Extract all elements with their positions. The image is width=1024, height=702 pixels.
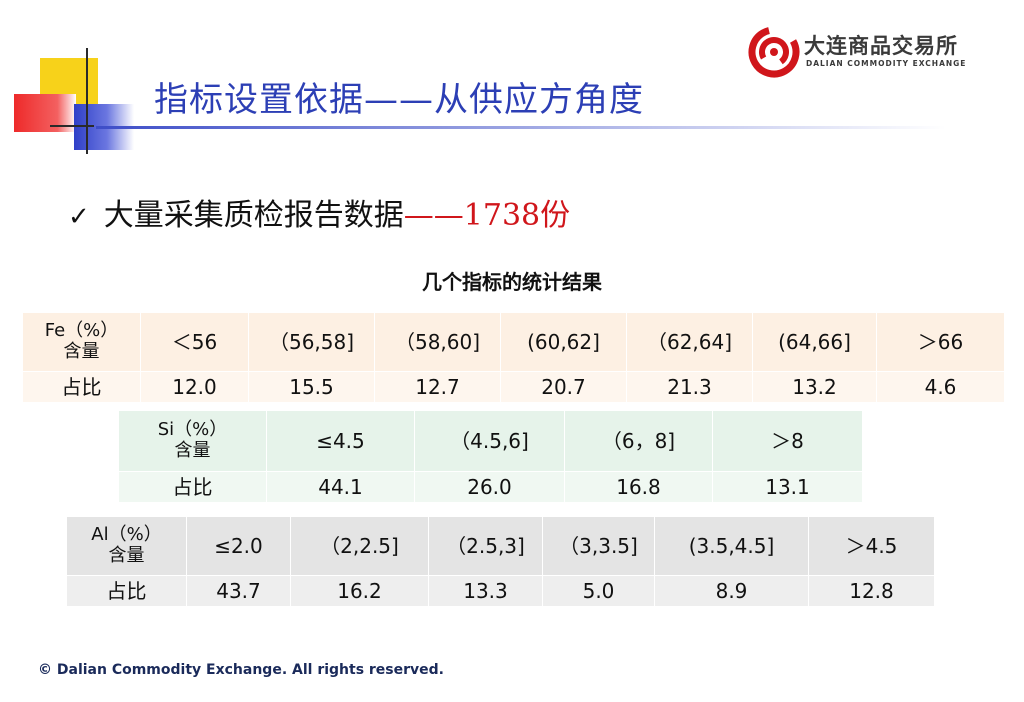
fe-value-cell: 15.5 — [248, 371, 375, 403]
table-row: Si（%） 含量 ≤4.5 （4.5,6] （6，8] ＞8 — [118, 410, 863, 472]
al-range-cell: （3,3.5] — [542, 516, 655, 576]
fe-range-cell: （58,60] — [374, 312, 501, 372]
al-value-cell: 13.3 — [428, 575, 543, 607]
si-value-cell: 44.1 — [266, 471, 415, 503]
fe-header-label: Fe（%） 含量 — [22, 312, 141, 372]
al-range-cell: ≤2.0 — [186, 516, 291, 576]
bullet-highlight: ——1738份 — [403, 198, 571, 233]
al-value-cell: 5.0 — [542, 575, 655, 607]
si-row-label: 占比 — [118, 471, 267, 503]
fe-range-cell: ＜56 — [140, 312, 249, 372]
al-row-label: 占比 — [66, 575, 187, 607]
title-underline — [96, 126, 946, 129]
si-value-cell: 16.8 — [564, 471, 713, 503]
al-range-cell: (3.5,4.5] — [654, 516, 809, 576]
si-range-cell: （4.5,6] — [414, 410, 565, 472]
dce-logo: 大连商品交易所 DALIAN COMMODITY EXCHANGE — [748, 26, 978, 78]
al-header-label: Al（%） 含量 — [66, 516, 187, 576]
fe-range-cell: (64,66] — [752, 312, 877, 372]
fe-range-cell: (60,62] — [500, 312, 627, 372]
si-value-cell: 26.0 — [414, 471, 565, 503]
si-range-cell: （6，8] — [564, 410, 713, 472]
fe-range-cell: ＞66 — [876, 312, 1005, 372]
al-header-label-top: Al（%） — [91, 524, 162, 546]
si-header-label: Si（%） 含量 — [118, 410, 267, 472]
table-caption: 几个指标的统计结果 — [422, 270, 602, 294]
fe-value-cell: 12.0 — [140, 371, 249, 403]
si-value-cell: 13.1 — [712, 471, 863, 503]
table-row: 占比 12.0 15.5 12.7 20.7 21.3 13.2 4.6 — [22, 371, 1005, 403]
fe-value-cell: 12.7 — [374, 371, 501, 403]
al-value-cell: 8.9 — [654, 575, 809, 607]
al-header-label-bottom: 含量 — [108, 545, 145, 566]
si-header-label-top: Si（%） — [157, 419, 228, 441]
table-row: Fe（%） 含量 ＜56 （56,58] （58,60] (60,62] （62… — [22, 312, 1005, 372]
fe-value-cell: 13.2 — [752, 371, 877, 403]
decor-horizontal-line — [50, 125, 94, 127]
si-range-cell: ≤4.5 — [266, 410, 415, 472]
al-range-cell: （2.5,3] — [428, 516, 543, 576]
fe-value-cell: 21.3 — [626, 371, 753, 403]
fe-range-cell: （56,58] — [248, 312, 375, 372]
logo-name-en: DALIAN COMMODITY EXCHANGE — [806, 59, 967, 68]
table-row: 占比 43.7 16.2 13.3 5.0 8.9 12.8 — [66, 575, 935, 607]
copyright-footer: © Dalian Commodity Exchange. All rights … — [38, 662, 444, 678]
al-value-cell: 43.7 — [186, 575, 291, 607]
al-table: Al（%） 含量 ≤2.0 （2,2.5] （2.5,3] （3,3.5] (3… — [66, 516, 935, 607]
table-row: Al（%） 含量 ≤2.0 （2,2.5] （2.5,3] （3,3.5] (3… — [66, 516, 935, 576]
fe-value-cell: 4.6 — [876, 371, 1005, 403]
si-range-cell: ＞8 — [712, 410, 863, 472]
table-row: 占比 44.1 26.0 16.8 13.1 — [118, 471, 863, 503]
al-range-cell: ＞4.5 — [808, 516, 935, 576]
decor-vertical-line — [86, 48, 88, 154]
check-icon: ✓ — [68, 202, 90, 232]
fe-row-label: 占比 — [22, 371, 141, 403]
bullet-point: ✓ 大量采集质检报告数据——1738份 — [68, 190, 570, 234]
al-value-cell: 16.2 — [290, 575, 429, 607]
slide-title: 指标设置依据——从供应方角度 — [154, 80, 644, 120]
si-header-label-bottom: 含量 — [174, 440, 211, 461]
dce-logo-icon — [748, 26, 800, 78]
fe-table: Fe（%） 含量 ＜56 （56,58] （58,60] (60,62] （62… — [22, 312, 1005, 403]
al-value-cell: 12.8 — [808, 575, 935, 607]
si-table: Si（%） 含量 ≤4.5 （4.5,6] （6，8] ＞8 占比 44.1 2… — [118, 410, 863, 503]
logo-name-cn: 大连商品交易所 — [804, 34, 958, 58]
fe-value-cell: 20.7 — [500, 371, 627, 403]
al-range-cell: （2,2.5] — [290, 516, 429, 576]
fe-range-cell: （62,64] — [626, 312, 753, 372]
fe-header-label-bottom: 含量 — [63, 341, 100, 362]
fe-header-label-top: Fe（%） — [44, 320, 119, 342]
bullet-text: 大量采集质检报告数据 — [103, 198, 404, 233]
